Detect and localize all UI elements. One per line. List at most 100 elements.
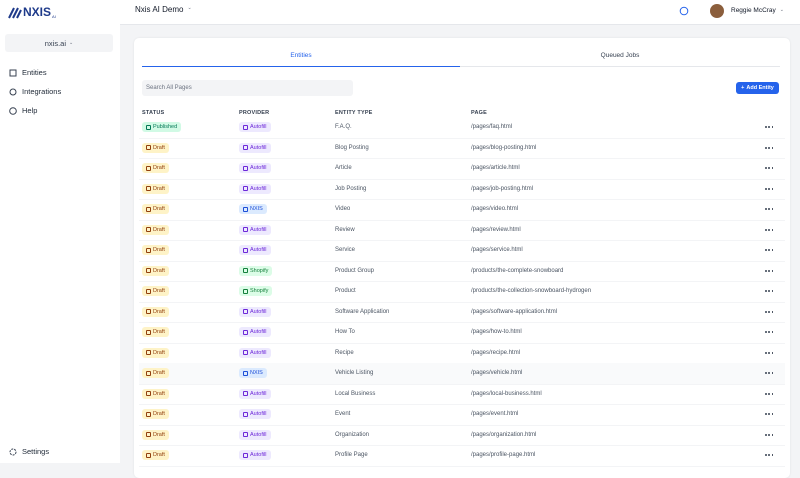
status-cell: Draft [142,158,169,179]
badge-icon [243,268,248,274]
badge-label: Draft [153,411,165,418]
row-menu[interactable] [765,179,774,200]
row-menu[interactable] [765,445,774,466]
workspace-name: nxis.ai [44,38,67,48]
nav-item[interactable]: Integrations [9,87,61,96]
project-select[interactable]: Nxis AI Demo ⌄ [135,5,192,14]
table-row[interactable]: Draft Autofill How To/pages/how-to.html [139,322,785,344]
badge: Draft [142,142,169,153]
column-header[interactable]: ENTITY TYPE [335,110,373,116]
table-row[interactable]: Draft Autofill Review/pages/review.html [139,220,785,241]
row-menu[interactable] [765,322,774,343]
menu-dot [768,433,771,436]
badge-icon [243,186,248,192]
badge-icon [243,329,248,335]
entity-type-cell: Blog Posting [335,144,369,151]
provider-cell: Shopify [239,261,273,282]
page-cell: /pages/organization.html [471,431,537,438]
table-row[interactable]: Draft Shopify Product Group/products/the-c… [139,261,785,282]
column-header[interactable]: PAGE [471,110,487,116]
table-row[interactable]: Draft Autofill Profile Page/pages/profile-… [139,445,785,467]
menu-dot [768,331,771,334]
search-input[interactable]: Search All Pages [142,80,353,96]
status-cell: Draft [142,425,169,446]
table-row[interactable]: Draft Autofill Local Business/pages/local-… [139,384,785,405]
entity-type-cell: Product [335,288,356,295]
table-row[interactable]: Draft Autofill Organization/pages/organiza… [139,425,785,446]
nav-item[interactable]: Settings [9,447,49,456]
row-menu[interactable] [765,240,774,261]
menu-dot [771,146,774,149]
tab[interactable]: Entities [290,52,312,59]
menu-dot [768,167,771,170]
badge-label: Draft [153,247,165,254]
row-menu[interactable] [765,425,774,446]
nav-item[interactable]: Help [9,106,37,115]
menu-dot [765,372,767,375]
row-menu[interactable] [765,384,774,405]
page-cell: /pages/job-posting.html [471,185,534,192]
badge-icon [243,227,248,233]
table-row[interactable]: Draft Autofill Event/pages/event.html [139,404,785,426]
row-menu[interactable] [765,220,774,241]
badge-icon [243,145,248,151]
row-menu[interactable] [765,302,774,323]
status-cell: Draft [142,404,169,425]
row-menu[interactable] [765,261,774,282]
table-row[interactable]: Published Autofill F.A.Q. /pages/faq.html [139,117,785,139]
badge-label: Draft [153,390,165,397]
column-header[interactable]: PROVIDER [239,110,270,116]
badge-icon [243,165,248,171]
row-menu[interactable] [765,281,774,302]
page-cell: /pages/recipe.html [471,349,521,356]
menu-dot [765,249,767,252]
badge: NXIS [239,368,267,379]
provider-cell: Autofill [239,240,271,261]
menu-dot [765,454,767,457]
table-row[interactable]: Draft Shopify Product/products/the-collect… [139,281,785,303]
entity-type-cell: F.A.Q. [335,124,352,131]
nav-item[interactable]: Entities [9,68,47,77]
table-row[interactable]: Draft NXIS Video/pages/video.html [139,199,785,221]
entity-type-cell: Vehicle Listing [335,370,374,377]
row-menu[interactable] [765,158,774,179]
table-row[interactable]: Draft NXIS Vehicle Listing/pages/vehicle.h… [139,363,785,385]
row-menu[interactable] [765,363,774,384]
badge-icon [243,411,248,417]
badge-icon [146,206,151,212]
provider-cell: Autofill [239,425,271,446]
badge-icon [243,350,248,356]
row-menu[interactable] [765,343,774,364]
table-row[interactable]: Draft Autofill Service/pages/service.html [139,240,785,262]
logo[interactable]: NXIS AI [8,5,56,19]
user-menu[interactable]: Reggie McCray ⌄ [731,7,784,14]
table-row[interactable]: Draft Autofill Job Posting/pages/job-posti… [139,179,785,200]
user-name: Reggie McCray [731,7,776,14]
row-menu[interactable] [765,138,774,159]
nav-label: Help [22,106,38,115]
tab[interactable]: Queued Jobs [600,52,640,59]
column-header[interactable]: STATUS [142,110,165,116]
menu-dot [771,433,774,436]
table-row[interactable]: Draft Autofill Recipe/pages/recipe.html [139,343,785,364]
logo-suffix: AI [52,14,56,19]
table-row[interactable]: Draft Autofill Blog Posting/pages/blog-pos… [139,138,785,159]
badge-label: NXIS [250,370,263,377]
avatar[interactable] [710,4,724,18]
add-entity-button[interactable]: + Add Entity [736,82,779,94]
status-cell: Draft [142,240,169,261]
badge: NXIS [239,204,267,215]
row-menu[interactable] [765,117,774,138]
page-cell: /pages/local-business.html [471,390,542,397]
row-menu[interactable] [765,199,774,220]
badge-icon [243,432,248,438]
badge-icon [146,124,151,130]
workspace-select[interactable]: nxis.ai ⌄ [5,34,113,52]
table-row[interactable]: Draft Autofill Article/pages/article.html [139,158,785,180]
entity-type-cell: Local Business [335,390,376,397]
chat-icon[interactable] [679,6,689,16]
row-menu[interactable] [765,404,774,425]
badge-icon [146,432,151,438]
table-row[interactable]: Draft Autofill Software Application/pages/… [139,302,785,323]
badge-label: Autofill [250,431,267,438]
